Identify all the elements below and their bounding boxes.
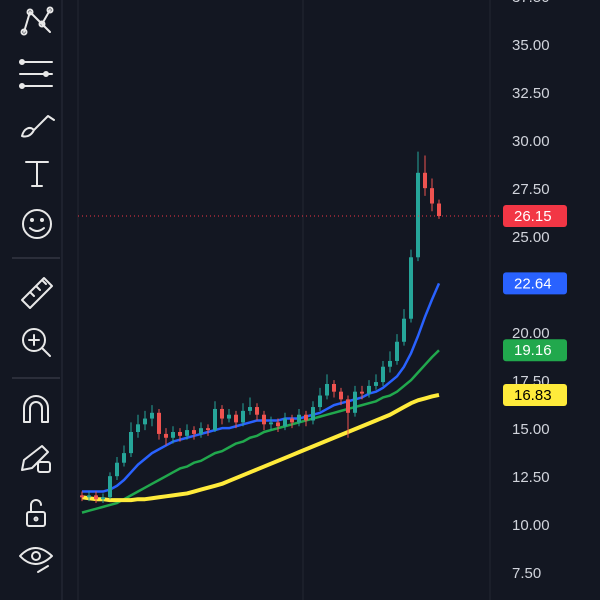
zoom-tool[interactable]: [22, 328, 51, 357]
moving-average-line: [82, 282, 441, 493]
candle-body: [255, 407, 259, 415]
candle-body: [206, 428, 210, 431]
candle-body: [395, 341, 399, 361]
price-label: 26.15: [514, 208, 552, 225]
price-label-box: [503, 383, 567, 406]
y-tick-label: 7.50: [512, 565, 541, 582]
text-tool[interactable]: [25, 161, 49, 187]
candle-body: [234, 414, 238, 423]
candle-body: [150, 412, 154, 419]
candle-body: [374, 382, 378, 386]
fib-tool[interactable]: [19, 59, 53, 89]
candle-body: [129, 432, 133, 454]
candle-body: [388, 360, 392, 367]
candle-body: [269, 422, 273, 425]
price-label: 19.16: [514, 342, 552, 359]
brush-tool[interactable]: [21, 115, 55, 138]
candle-body: [262, 414, 266, 425]
candle-body: [318, 395, 322, 408]
candle-body: [339, 391, 343, 400]
candle-body: [136, 424, 140, 432]
visibility-tool[interactable]: [19, 547, 53, 573]
y-tick-label: 37.50: [512, 0, 550, 6]
price-label-box: [503, 272, 567, 295]
y-tick-label: 15.00: [512, 421, 550, 438]
y-tick-label: 25.00: [512, 229, 550, 246]
candle-body: [325, 384, 329, 396]
candle-body: [409, 257, 413, 319]
candle-body: [311, 407, 315, 421]
moving-averages: [81, 282, 441, 514]
candle-body: [80, 495, 84, 498]
candle-body: [213, 408, 217, 431]
candle-body: [143, 418, 147, 425]
candle-body: [297, 414, 301, 423]
pattern-tool[interactable]: [20, 6, 54, 36]
candle-body: [360, 391, 364, 394]
y-tick-label: 27.50: [512, 181, 550, 198]
candle-body: [87, 495, 91, 498]
candle-body: [199, 428, 203, 434]
candle-body: [94, 495, 98, 500]
candle-body: [430, 188, 434, 204]
lock-drawing-tool[interactable]: [21, 445, 51, 473]
y-tick-label: 30.00: [512, 133, 550, 150]
y-tick-label: 10.00: [512, 517, 550, 534]
price-label-box: [503, 339, 567, 362]
y-tick-label: 20.00: [512, 325, 550, 342]
toolbar: [12, 6, 60, 573]
candle-body: [423, 172, 427, 189]
candle-body: [227, 414, 231, 419]
magnet-tool[interactable]: [23, 395, 49, 423]
candle-body: [171, 432, 175, 438]
candle-body: [192, 430, 196, 434]
candle-body: [290, 418, 294, 423]
candle-body: [416, 172, 420, 258]
candle-body: [115, 462, 119, 477]
candle-body: [185, 430, 189, 436]
candle-body: [122, 453, 126, 463]
candle-body: [402, 318, 406, 342]
price-label-box: [503, 205, 567, 227]
price-axis: 37.5035.0032.5030.0027.5025.0022.5020.00…: [503, 0, 567, 582]
candle-body: [381, 366, 385, 383]
emoji-tool[interactable]: [22, 209, 52, 239]
y-tick-label: 32.50: [512, 85, 550, 102]
candle-body: [276, 422, 280, 427]
price-label: 22.64: [514, 275, 552, 292]
candle-body: [241, 410, 245, 423]
candle-body: [101, 497, 105, 500]
candle-body: [220, 408, 224, 419]
candle-body: [353, 391, 357, 413]
candle-body: [178, 432, 182, 436]
candle-body: [108, 476, 112, 498]
candle-body: [164, 433, 168, 438]
candle-body: [157, 412, 161, 434]
candle-body: [332, 384, 336, 392]
candle-body: [248, 407, 252, 411]
unlock-tool[interactable]: [26, 499, 46, 527]
moving-average-line: [81, 349, 440, 514]
candle-body: [346, 399, 350, 413]
plot-area: [78, 151, 500, 514]
candle-body: [283, 418, 287, 427]
price-label: 16.83: [514, 387, 552, 404]
y-tick-label: 12.50: [512, 469, 550, 486]
ruler-tool[interactable]: [21, 277, 53, 309]
candle-body: [367, 385, 371, 394]
candle-body: [437, 203, 441, 216]
candle-body: [304, 414, 308, 421]
y-tick-label: 35.00: [512, 37, 550, 54]
moving-average-line: [81, 392, 440, 503]
